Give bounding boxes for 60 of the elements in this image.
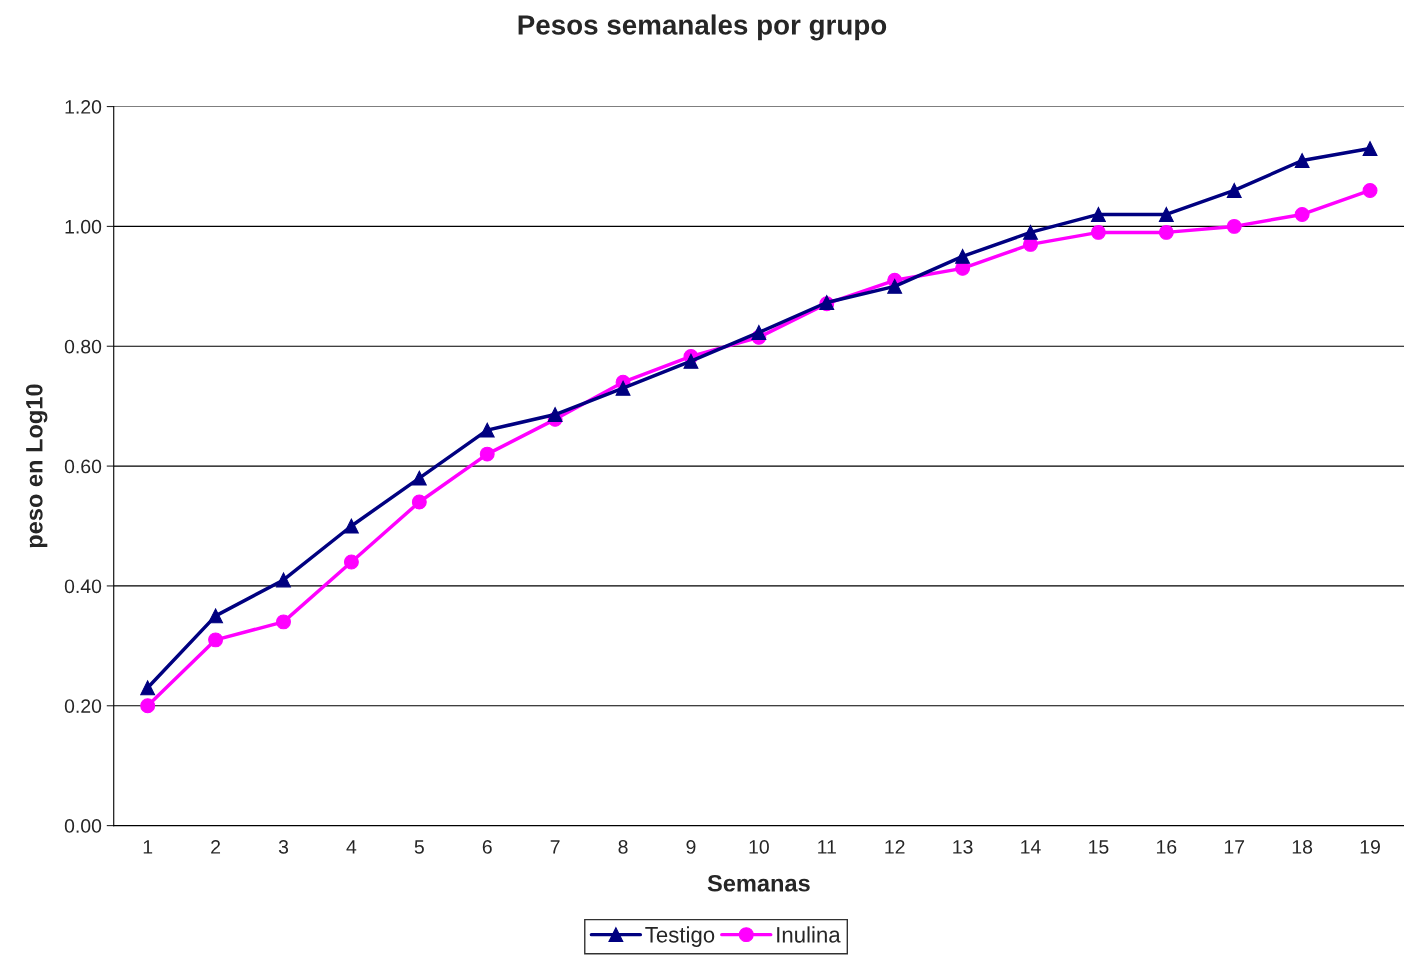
- x-tick-label: 14: [1021, 840, 1041, 854]
- x-tick-label: 3: [278, 840, 289, 854]
- chart-title: Pesos semanales por grupo: [518, 14, 887, 41]
- x-tick-label: 19: [1360, 840, 1380, 854]
- point: [1362, 141, 1378, 156]
- x-tick-label: 4: [346, 840, 357, 854]
- x-tick-label: 12: [885, 840, 905, 854]
- point: [140, 698, 156, 714]
- point: [955, 248, 971, 264]
- x-tick-label: 8: [618, 840, 628, 854]
- point: [208, 608, 224, 624]
- point: [208, 632, 224, 648]
- y-tick-label: 0.20: [64, 699, 102, 713]
- point: [343, 554, 359, 570]
- x-tick-label: 10: [749, 840, 769, 854]
- point: [887, 278, 903, 294]
- x-tick-label: 16: [1156, 840, 1177, 854]
- x-tick-label: 17: [1224, 840, 1245, 854]
- y-tick-label: 1.20: [65, 100, 102, 114]
- point: [547, 407, 563, 423]
- point: [615, 380, 631, 396]
- point: [140, 680, 156, 696]
- point: [276, 614, 291, 630]
- y-tick-label: 1.00: [65, 219, 102, 234]
- point: [1226, 218, 1242, 234]
- point: [276, 572, 291, 588]
- x-tick-label: 6: [482, 840, 492, 854]
- x-tick-label: 13: [953, 840, 973, 854]
- point: [1023, 224, 1038, 240]
- x-tick-label: 5: [414, 840, 424, 854]
- x-tick-label: 11: [818, 840, 836, 854]
- x-tick-label: 18: [1292, 840, 1313, 854]
- point: [1226, 182, 1242, 198]
- point: [683, 353, 699, 369]
- point: [1158, 224, 1174, 240]
- x-tick-label: 1: [143, 840, 153, 854]
- point: [479, 422, 495, 438]
- point: [343, 518, 359, 534]
- y-axis-title: peso en Log10: [25, 384, 48, 548]
- legend-label: Inulina: [777, 926, 841, 943]
- x-tick-label: 7: [550, 840, 560, 854]
- point: [1158, 206, 1174, 222]
- point: [411, 494, 427, 510]
- point: [1294, 206, 1310, 222]
- x-tick-label: 2: [211, 840, 221, 854]
- point: [1090, 224, 1106, 240]
- y-tick-label: 0.40: [64, 579, 102, 594]
- point: [479, 446, 495, 462]
- point: [1090, 206, 1106, 222]
- legend-label: Testigo: [645, 926, 715, 948]
- y-tick-label: 0.60: [64, 459, 102, 474]
- x-tick-label: 9: [686, 840, 696, 854]
- point: [411, 470, 427, 486]
- x-axis-title: Semanas: [707, 874, 810, 892]
- y-tick-label: 0.80: [64, 339, 102, 354]
- point: [1294, 153, 1310, 168]
- point: [751, 324, 767, 340]
- point: [1362, 182, 1378, 198]
- y-tick-label: 0.00: [64, 819, 102, 833]
- x-tick-label: 15: [1089, 840, 1109, 854]
